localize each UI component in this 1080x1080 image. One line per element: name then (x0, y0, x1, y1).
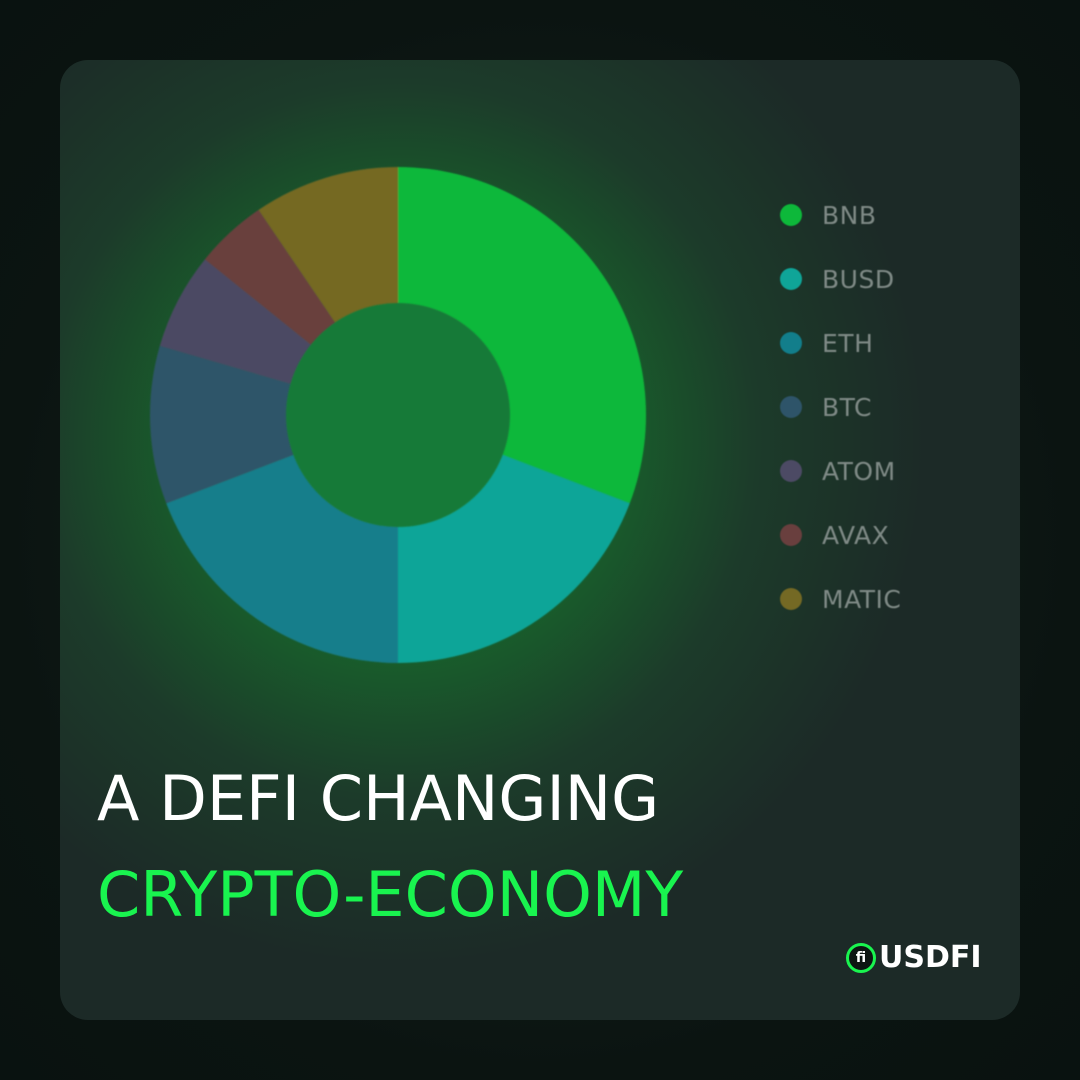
legend-label: ETH (822, 328, 874, 358)
legend-label: BUSD (822, 264, 895, 294)
legend-item-avax: AVAX (780, 520, 889, 550)
legend-swatch (780, 204, 802, 226)
legend-label: MATIC (822, 584, 902, 614)
legend-swatch (780, 332, 802, 354)
legend-item-bnb: BNB (780, 200, 877, 230)
legend-swatch (780, 460, 802, 482)
legend-label: BTC (822, 392, 872, 422)
legend-item-btc: BTC (780, 392, 872, 422)
legend-swatch (780, 524, 802, 546)
legend-label: BNB (822, 200, 877, 230)
legend-item-busd: BUSD (780, 264, 895, 294)
donut-chart (150, 167, 646, 663)
headline-line-1: A DEFI CHANGING (97, 762, 660, 835)
pie-slice-btc (150, 345, 398, 504)
brand-name: USDFI (879, 940, 982, 975)
legend-swatch (780, 268, 802, 290)
legend-swatch (780, 396, 802, 418)
legend-item-atom: ATOM (780, 456, 896, 486)
legend-item-matic: MATIC (780, 584, 901, 614)
legend-label: AVAX (822, 520, 890, 550)
legend-item-eth: ETH (780, 328, 873, 358)
logo-icon-text: fi (855, 950, 867, 966)
donut-hole (286, 303, 510, 527)
legend-swatch (780, 588, 802, 610)
brand-logo: fi USDFI (846, 943, 982, 973)
usdfi-logo-icon: fi (846, 943, 876, 973)
legend-label: ATOM (822, 456, 896, 486)
headline-line-2: CRYPTO-ECONOMY (97, 858, 684, 931)
promo-card: BNB BUSD ETH BTC ATOM AVAX MATIC A DEFI CHANGI… (60, 60, 1020, 1020)
